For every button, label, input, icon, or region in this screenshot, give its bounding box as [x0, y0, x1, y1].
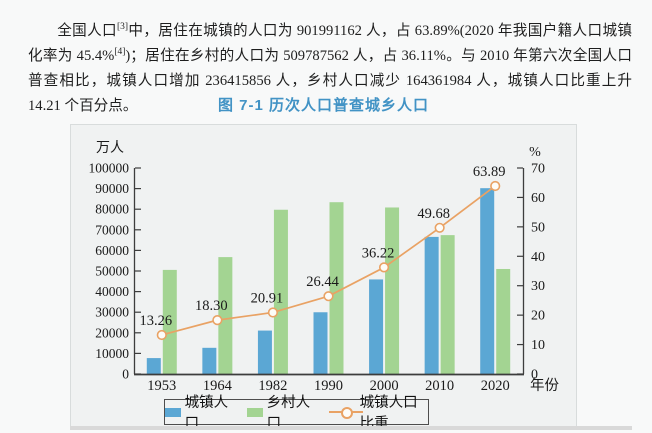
right-axis-tick-label: 50	[531, 220, 545, 235]
right-axis-tick-label: 40	[531, 250, 545, 265]
line-data-label-2000: 36.22	[362, 245, 395, 261]
left-axis-tick-label: 10000	[95, 346, 129, 361]
x-tick-label-1982: 1982	[258, 378, 287, 394]
census-paragraph: 全国人口[3]中，居住在城镇的人口为 901991162 人，占 63.89%(…	[28, 19, 632, 119]
line-marker-2000	[378, 262, 390, 273]
legend-swatch-urban	[165, 407, 181, 417]
left-axis-tick-label: 20000	[95, 325, 129, 340]
x-tick-label-1964: 1964	[203, 378, 233, 394]
chart-legend: 城镇人口 乡村人口 城镇人口比重	[164, 395, 429, 432]
bar-rural-1964	[218, 257, 233, 374]
bar-rural-1990	[329, 202, 344, 374]
right-axis-tick-label: 20	[531, 309, 545, 324]
figure-title: 图 7-1 历次人口普查城乡人口	[217, 97, 430, 114]
footnote-ref-3: [3]	[116, 21, 129, 32]
bar-urban-2020	[480, 188, 495, 374]
bar-urban-1953	[146, 358, 161, 374]
footnote-ref-4: [4]	[114, 46, 126, 57]
right-axis-unit-label: %	[529, 145, 541, 160]
bar-urban-2000	[369, 279, 384, 374]
left-axis-tick-label: 100000	[89, 161, 130, 176]
left-axis-tick-label: 0	[122, 367, 129, 382]
x-axis-title: 年份	[530, 377, 559, 394]
x-tick-label-1953: 1953	[147, 378, 176, 394]
left-axis-tick-label: 60000	[95, 243, 129, 258]
left-axis-tick-label: 70000	[95, 222, 129, 237]
left-axis-tick-label: 30000	[95, 305, 129, 320]
paragraph-text-1: 全国人口	[57, 22, 117, 39]
right-axis-tick-label: 10	[531, 338, 545, 353]
left-axis-tick-label: 50000	[95, 264, 129, 279]
line-marker-2010	[434, 222, 445, 233]
x-tick-label-1990: 1990	[314, 378, 343, 394]
legend-circle-marker	[340, 407, 353, 419]
chart-panel: 0 10000 20000 30000 40000 50000 60000 70000 8000…	[70, 124, 577, 432]
line-data-label-1964: 18.30	[195, 298, 228, 314]
bar-urban-1990	[313, 312, 328, 374]
bar-rural-2010	[440, 235, 455, 374]
page-bottom-strip	[70, 426, 632, 430]
line-data-label-2010: 49.68	[417, 206, 450, 222]
line-data-label-1990: 26.44	[306, 274, 339, 290]
paragraph-text-3: )；居住在乡村的人口为 509787562 人，占 36.11%。与 2010 …	[28, 47, 632, 114]
line-marker-1953	[156, 329, 167, 341]
left-axis-tick-label: 80000	[95, 202, 129, 217]
left-axis-tick-label: 40000	[95, 284, 129, 299]
line-data-label-2020: 63.89	[473, 164, 506, 180]
right-axis-tick-label: 60	[531, 191, 545, 206]
line-data-label-1982: 20.91	[251, 290, 284, 306]
bar-urban-1964	[202, 347, 217, 374]
x-tick-label-2010: 2010	[425, 378, 454, 394]
line-marker-1990	[323, 291, 334, 302]
bar-rural-2020	[496, 268, 511, 374]
right-axis-tick-label: 70	[531, 162, 545, 177]
x-tick-label-2000: 2000	[370, 378, 399, 394]
line-marker-1964	[212, 315, 223, 326]
population-chart: 0100002000030000400005000060000700008000…	[89, 140, 560, 394]
right-axis-tick-label: 0	[531, 368, 538, 383]
x-tick-label-2020: 2020	[481, 378, 510, 394]
bar-rural-1982	[273, 209, 288, 374]
line-data-label-1953: 13.26	[139, 313, 172, 329]
left-axis-tick-label: 90000	[95, 181, 129, 196]
legend-line-marker-icon	[328, 407, 363, 419]
bar-urban-1982	[257, 330, 272, 374]
legend-swatch-rural	[246, 407, 263, 417]
bar-rural-2000	[385, 207, 400, 374]
line-marker-1982	[267, 307, 279, 318]
right-axis-tick-label: 30	[531, 279, 545, 294]
paragraph-text-2: 中，居住在城镇的人口为 901991162 人，占 63.89%(2020 年我…	[28, 22, 632, 64]
bar-urban-2010	[424, 236, 439, 374]
left-axis-unit-label: 万人	[96, 140, 124, 156]
line-marker-2020	[490, 180, 501, 192]
bar-rural-1953	[162, 269, 177, 374]
